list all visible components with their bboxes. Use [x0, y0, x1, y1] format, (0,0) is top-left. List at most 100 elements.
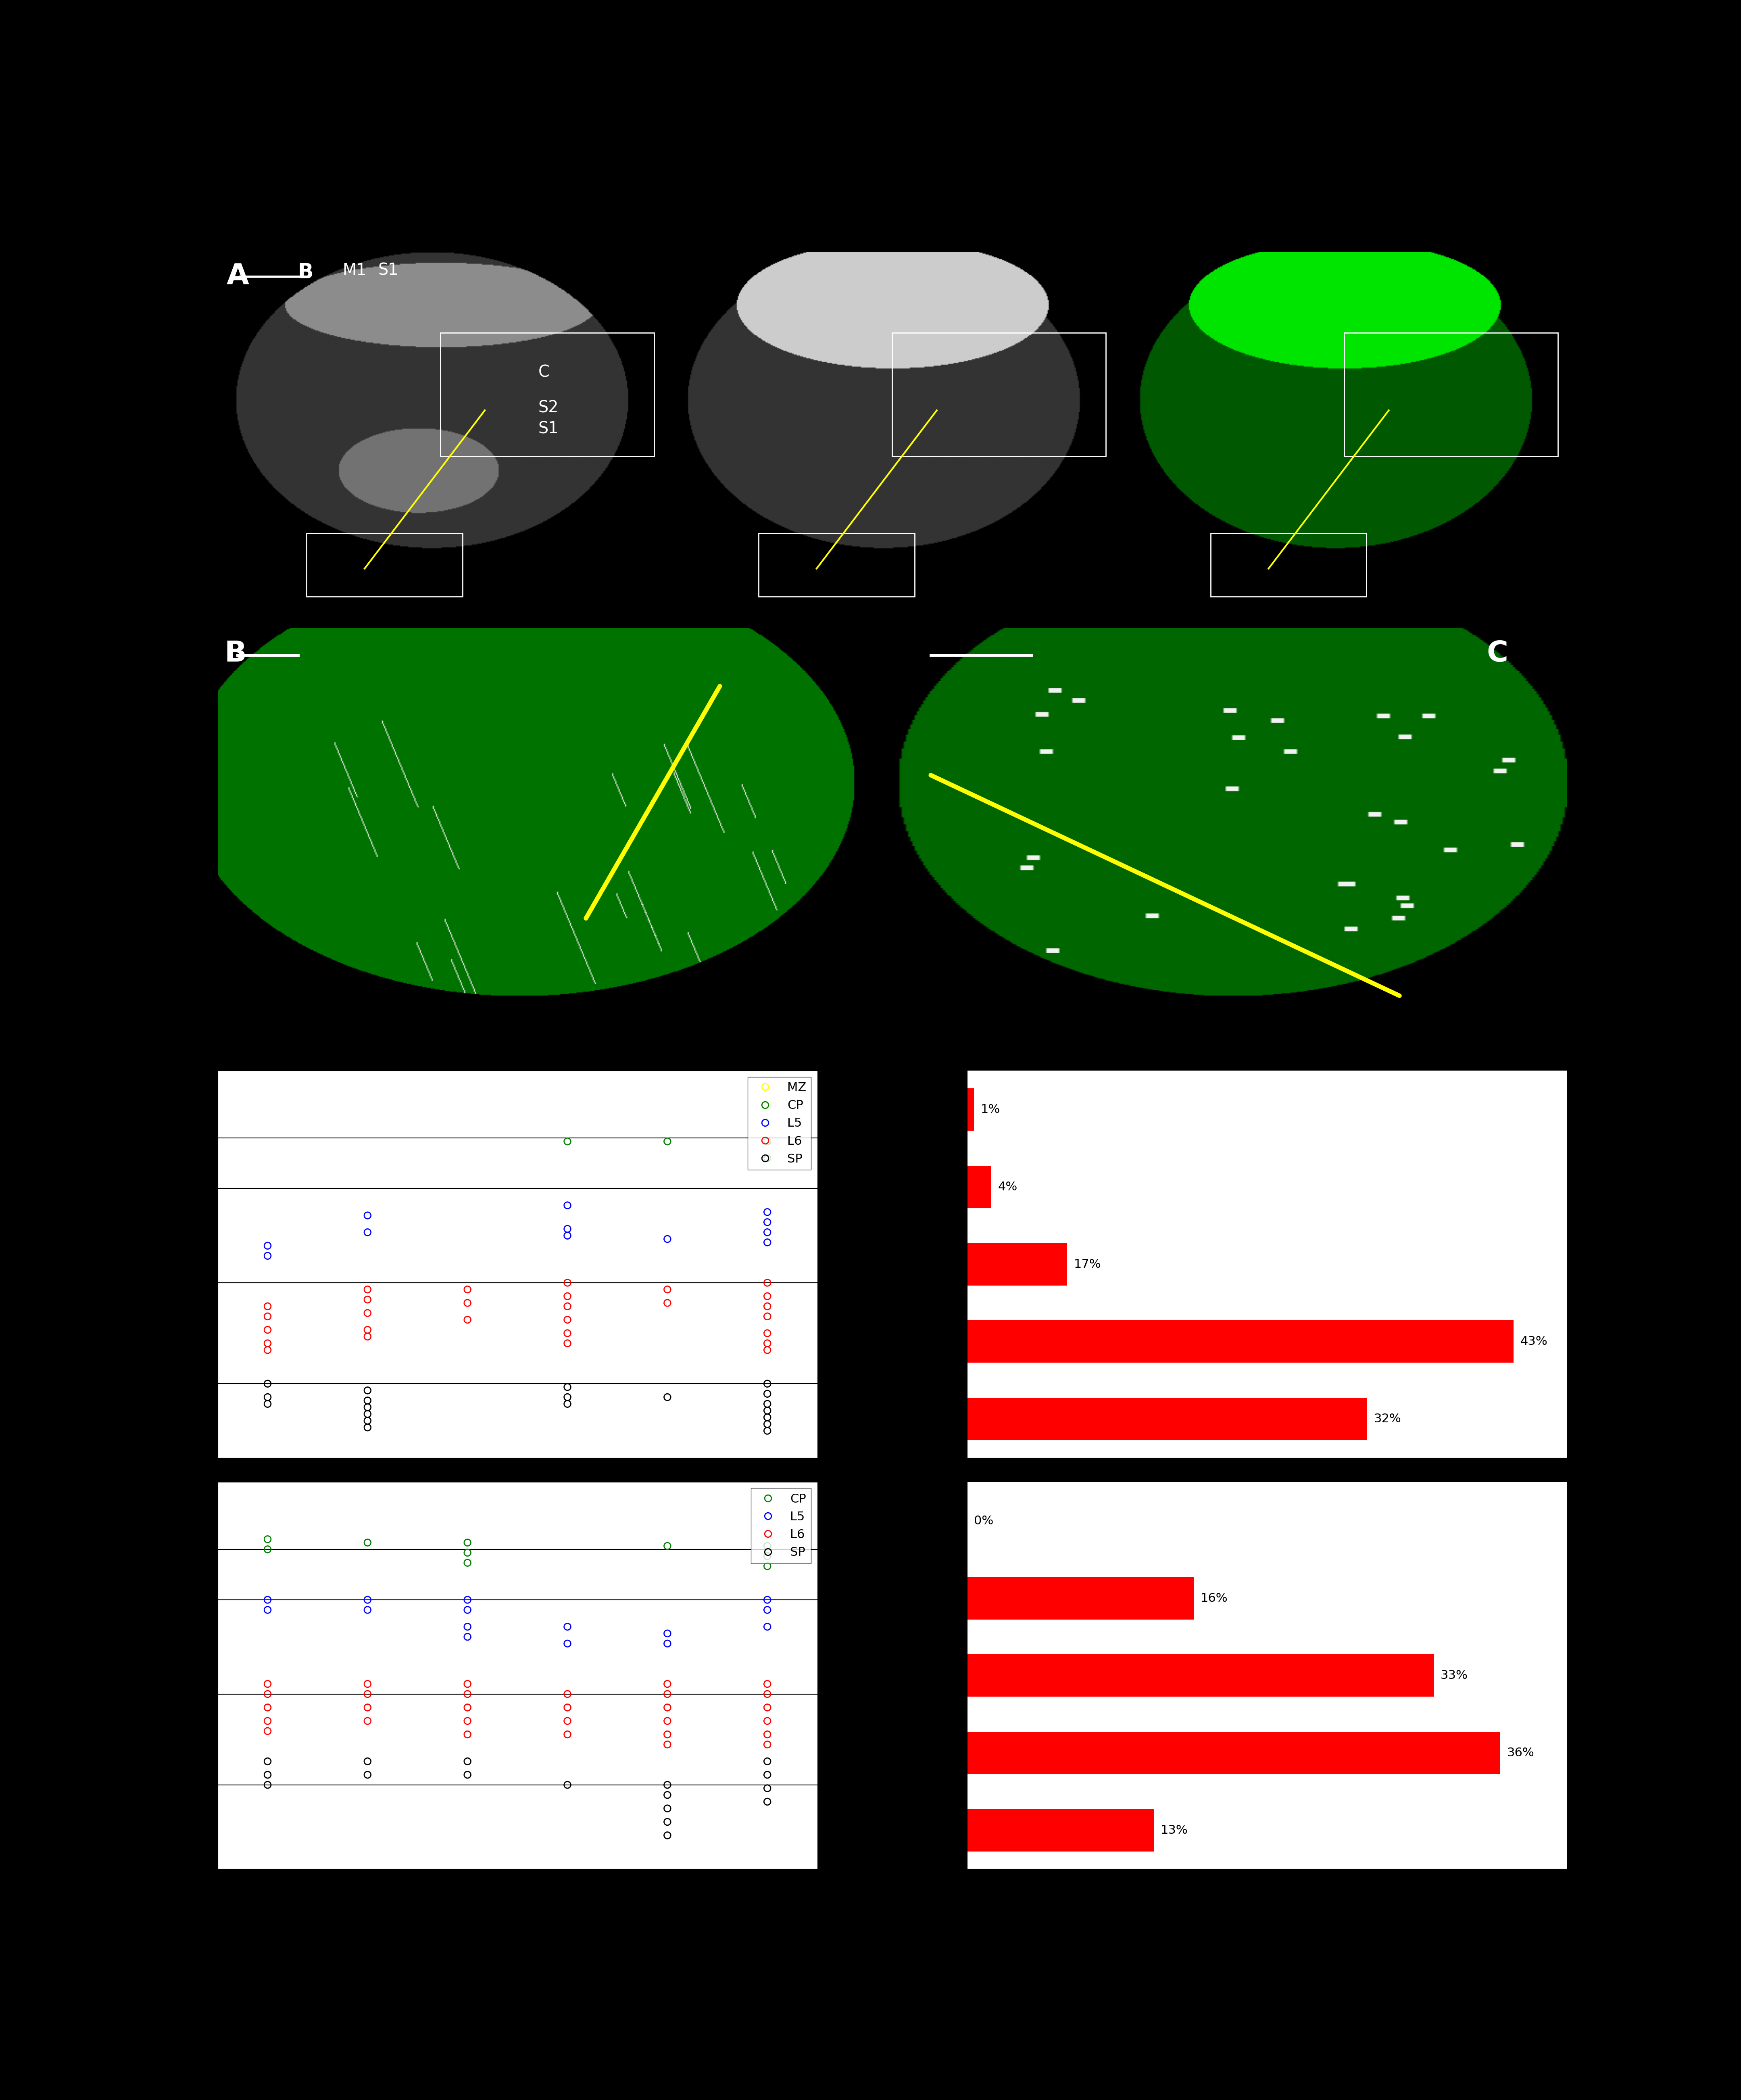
Point: [653, 1728, 681, 1762]
Point: [554, 1327, 581, 1361]
Point: [754, 1407, 782, 1441]
Point: [254, 1533, 282, 1567]
Point: [454, 1527, 482, 1560]
Point: [554, 1371, 581, 1405]
Point: [554, 1768, 581, 1802]
Y-axis label: Cortical layers: Cortical layers: [928, 1216, 942, 1312]
Y-axis label: Normalized cortical thickness: Normalized cortical thickness: [179, 1166, 192, 1363]
Point: [254, 1380, 282, 1413]
Point: [754, 1317, 782, 1350]
Point: [254, 1228, 282, 1262]
Point: [254, 1714, 282, 1747]
Point: [353, 1384, 381, 1418]
X-axis label: M1 backlabeled cell counts: M1 backlabeled cell counts: [1175, 1476, 1358, 1489]
Point: [554, 1266, 581, 1300]
Point: [254, 1703, 282, 1737]
Point: [454, 1619, 482, 1653]
Point: [754, 1289, 782, 1323]
Point: [653, 1703, 681, 1737]
Bar: [968, 1577, 1194, 1619]
Point: [353, 1390, 381, 1424]
Point: [353, 1199, 381, 1233]
Point: [653, 1806, 681, 1840]
Point: [454, 1718, 482, 1751]
Text: D: D: [158, 1031, 181, 1058]
Legend: CP, L5, L6, SP: CP, L5, L6, SP: [750, 1489, 811, 1562]
Point: [254, 1300, 282, 1334]
Point: [554, 1611, 581, 1644]
Point: [754, 1772, 782, 1806]
Point: [254, 1327, 282, 1361]
Point: [454, 1594, 482, 1628]
Point: [754, 1266, 782, 1300]
Bar: [968, 1732, 1501, 1774]
Point: [754, 1088, 782, 1121]
X-axis label: Samples: Samples: [489, 1476, 547, 1489]
Text: 4%: 4%: [998, 1180, 1017, 1193]
Text: 43%: 43%: [1520, 1336, 1548, 1348]
Point: [353, 1583, 381, 1617]
Bar: [968, 1321, 1513, 1363]
Point: [353, 1296, 381, 1329]
Text: B: B: [298, 262, 313, 284]
Point: [653, 1222, 681, 1256]
Text: S1: S1: [378, 262, 399, 279]
Point: [454, 1535, 482, 1569]
Point: [754, 1550, 782, 1583]
Point: [554, 1302, 581, 1336]
Point: [754, 1205, 782, 1239]
Point: [254, 1667, 282, 1701]
Point: [454, 1546, 482, 1579]
Point: [754, 1367, 782, 1401]
Point: [754, 1728, 782, 1762]
Point: [754, 1678, 782, 1711]
Point: [353, 1745, 381, 1779]
Point: [254, 1745, 282, 1779]
Point: [754, 1126, 782, 1159]
Point: [754, 1785, 782, 1819]
Point: [554, 1690, 581, 1724]
Point: [754, 1401, 782, 1434]
Point: [454, 1302, 482, 1336]
Point: [454, 1745, 482, 1779]
Point: [754, 1529, 782, 1562]
Point: [454, 1273, 482, 1306]
Point: [754, 1758, 782, 1791]
Point: [454, 1678, 482, 1711]
Text: E: E: [877, 1031, 897, 1058]
Bar: [968, 1088, 973, 1132]
Text: 36%: 36%: [1508, 1747, 1534, 1758]
Point: [754, 1703, 782, 1737]
Text: G: G: [877, 1443, 902, 1470]
Bar: [968, 1399, 1367, 1441]
Text: B: B: [225, 640, 247, 668]
Point: [254, 1289, 282, 1323]
Point: [554, 1718, 581, 1751]
Point: [254, 1583, 282, 1617]
Point: [554, 1279, 581, 1312]
Point: [454, 1758, 482, 1791]
Point: [754, 1279, 782, 1312]
Point: [254, 1312, 282, 1346]
Text: 16%: 16%: [1201, 1592, 1227, 1604]
Point: [653, 1779, 681, 1812]
X-axis label: Samples: Samples: [489, 1888, 547, 1900]
Point: [754, 1745, 782, 1779]
Text: 32%: 32%: [1374, 1413, 1402, 1424]
Point: [754, 1611, 782, 1644]
Point: [653, 1768, 681, 1802]
Point: [754, 1216, 782, 1250]
Point: [754, 1327, 782, 1361]
Point: [353, 1703, 381, 1737]
Text: 17%: 17%: [1074, 1258, 1100, 1270]
Point: [653, 1285, 681, 1319]
Point: [754, 1388, 782, 1422]
Point: [653, 1273, 681, 1306]
Point: [554, 1317, 581, 1350]
Point: [554, 1380, 581, 1413]
Point: [254, 1768, 282, 1802]
Point: [554, 1289, 581, 1323]
Point: [353, 1216, 381, 1250]
Point: [454, 1583, 482, 1617]
Point: [653, 1819, 681, 1852]
